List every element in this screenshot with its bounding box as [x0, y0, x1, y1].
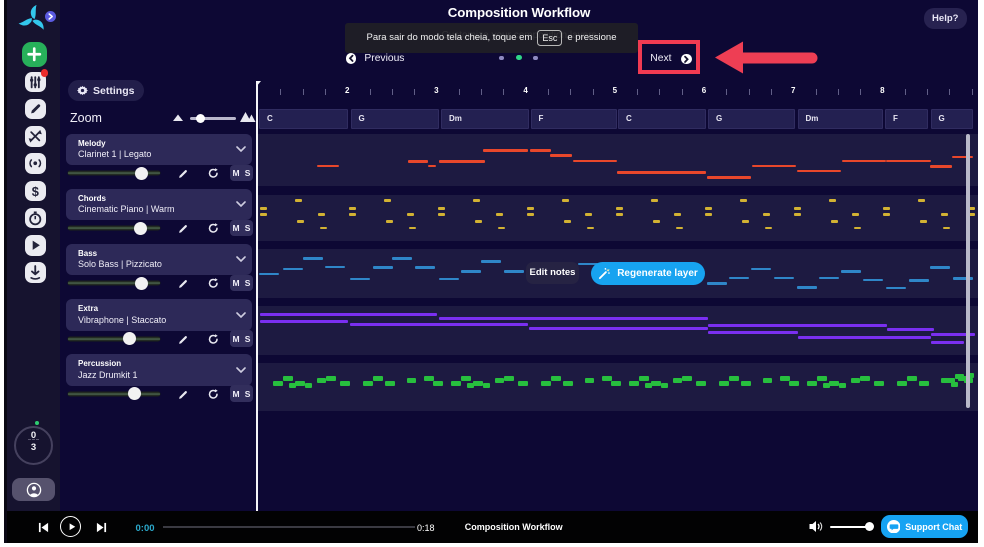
- svg-text:$: $: [32, 183, 39, 198]
